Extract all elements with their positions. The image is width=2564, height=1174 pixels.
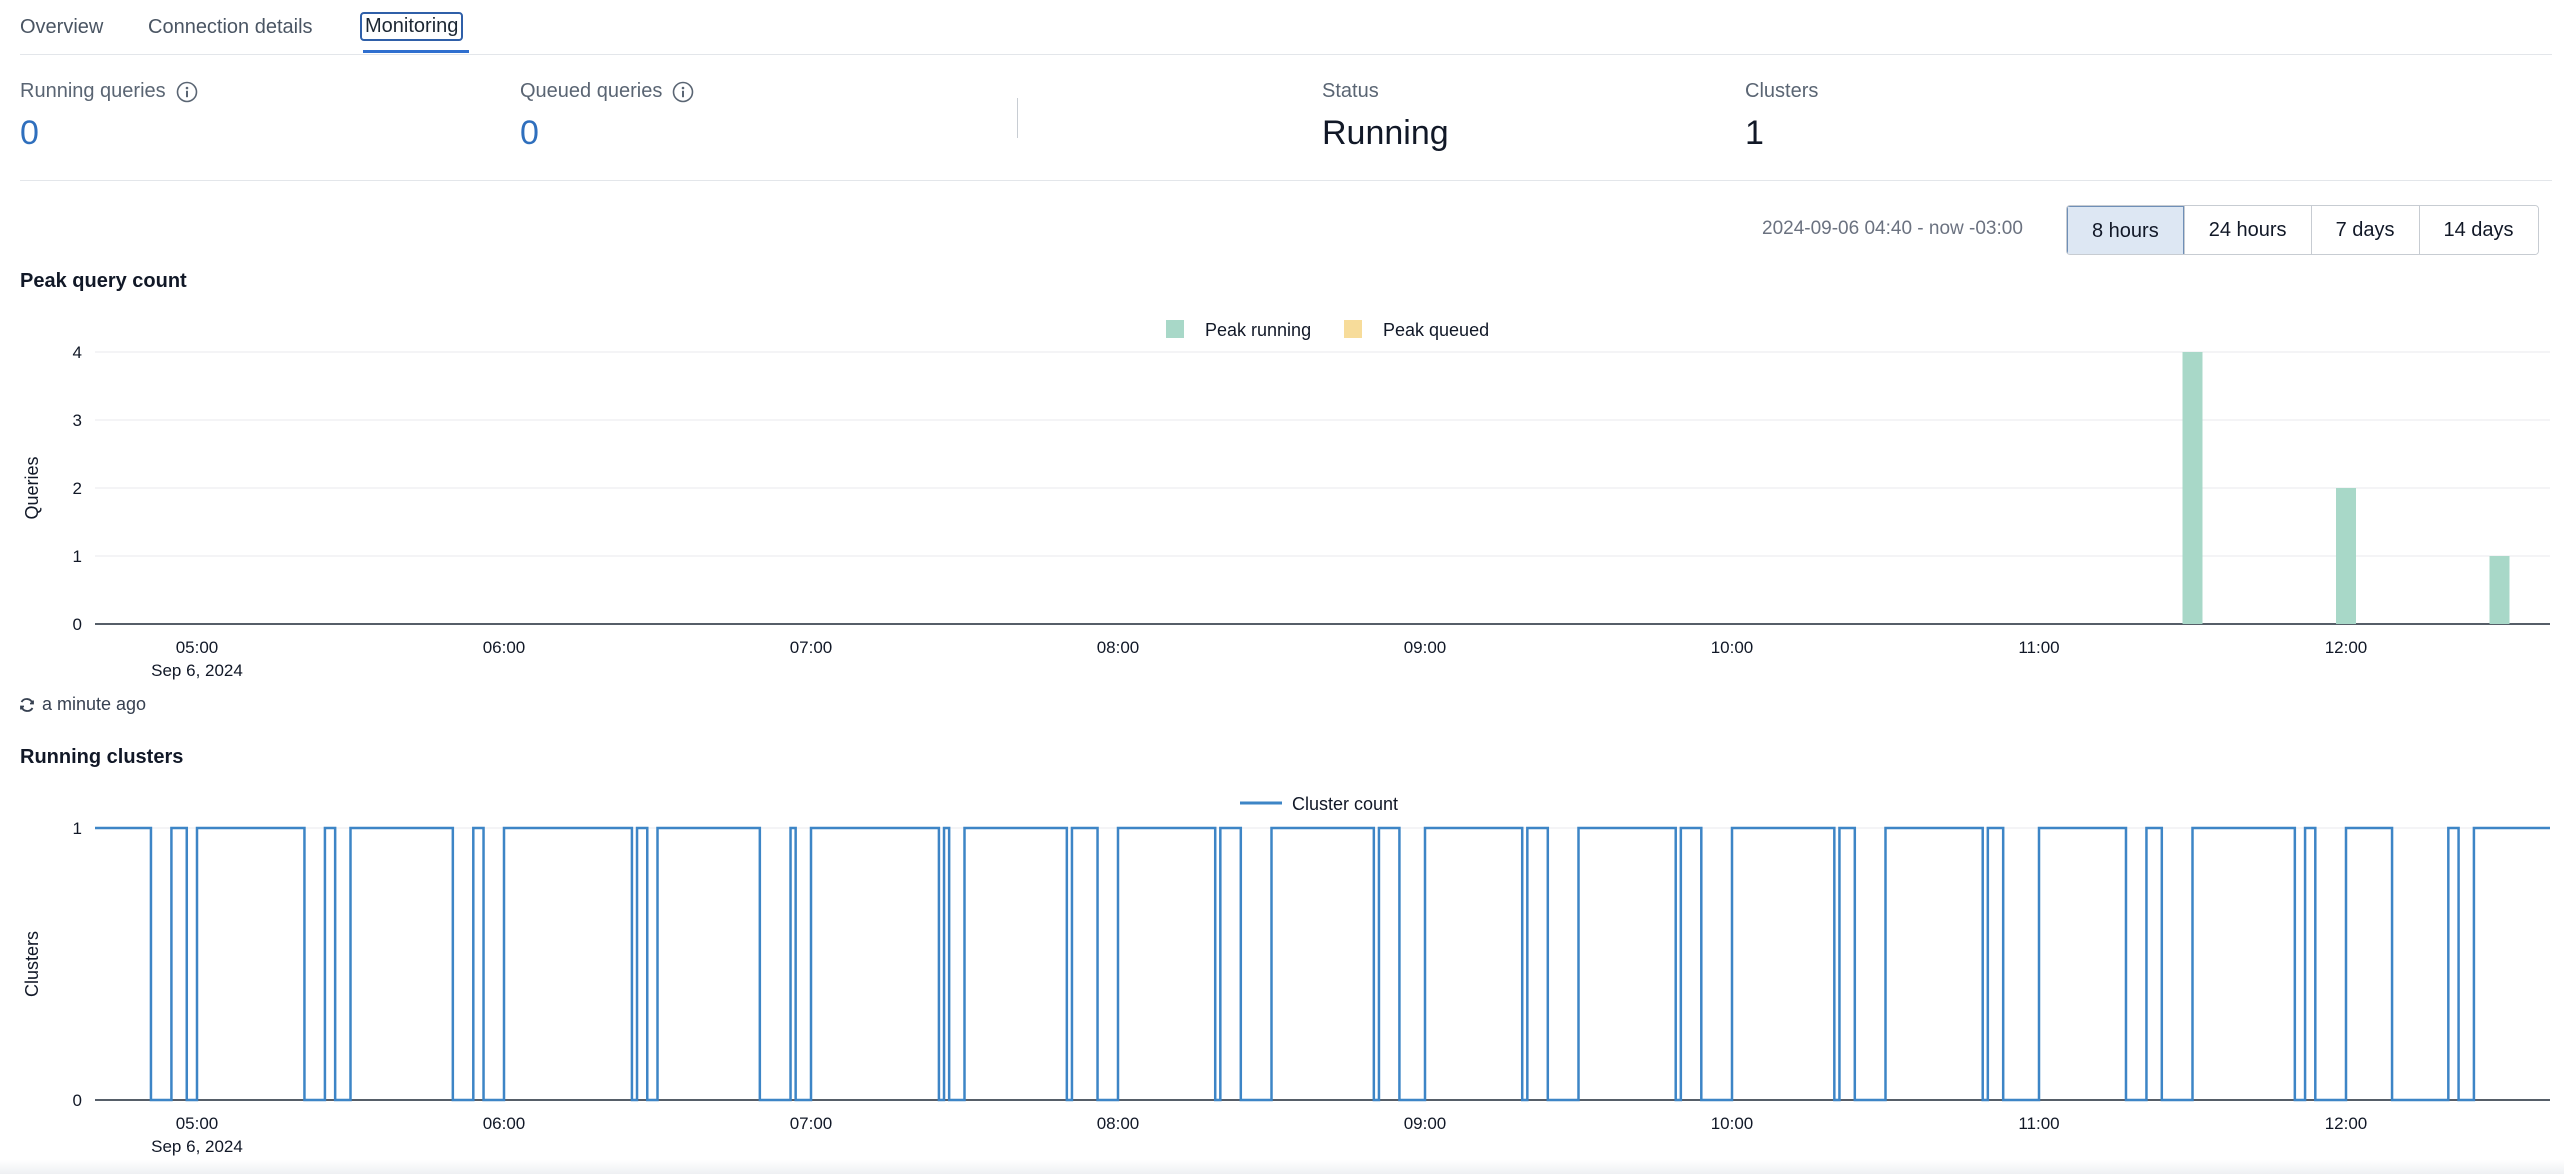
refresh-status[interactable]: a minute ago — [18, 694, 146, 715]
metric-running-queries: Running queries 0 — [20, 80, 198, 151]
time-range-selector: 8 hours 24 hours 7 days 14 days — [2066, 205, 2539, 255]
tab-connection-details[interactable]: Connection details — [148, 16, 313, 38]
x-tick-label: 09:00 — [1404, 1114, 1447, 1133]
metric-label: Status — [1322, 80, 1379, 102]
x-tick-label: 10:00 — [1711, 638, 1754, 657]
bar — [2336, 488, 2356, 624]
bottom-fade — [0, 1160, 2564, 1174]
bar — [2489, 556, 2510, 624]
refresh-icon — [20, 697, 34, 712]
x-tick-label: 12:00 — [2325, 638, 2368, 657]
y-tick-label: 0 — [73, 1091, 82, 1110]
y-tick-label: 1 — [73, 819, 82, 838]
active-tab-indicator — [363, 50, 469, 53]
metric-label: Queued queries — [520, 80, 663, 102]
running-clusters-title: Running clusters — [20, 746, 184, 768]
y-axis-label: Clusters — [22, 931, 42, 997]
divider — [1017, 98, 1018, 138]
clusters-value: 1 — [1745, 114, 1764, 152]
y-tick-label: 1 — [73, 547, 82, 566]
cluster-count-line — [95, 826, 2550, 1102]
bar — [2182, 352, 2203, 624]
x-tick-label: 07:00 — [790, 638, 833, 657]
x-tick-label: 09:00 — [1404, 638, 1447, 657]
info-icon[interactable] — [176, 81, 198, 103]
x-tick-label: 08:00 — [1097, 1114, 1140, 1133]
info-icon[interactable] — [672, 81, 694, 103]
peak-query-chart: 0 1 2 3 4 05:00 Sep 6, 2024 06:00 07:00 08:00 09:0… — [22, 320, 2550, 680]
x-tick-label: 11:00 — [2018, 638, 2059, 657]
legend-swatch — [1166, 320, 1184, 338]
legend-label: Cluster count — [1292, 794, 1398, 814]
legend-label: Peak queued — [1383, 320, 1489, 340]
metric-label: Running queries — [20, 80, 166, 102]
x-tick-label: 10:00 — [1711, 1114, 1754, 1133]
metric-label: Clusters — [1745, 80, 1819, 102]
x-tick-sublabel: Sep 6, 2024 — [151, 1137, 243, 1156]
legend-label: Peak running — [1205, 320, 1311, 340]
peak-query-count-title: Peak query count — [20, 270, 187, 292]
status-value: Running — [1322, 114, 1449, 152]
range-24-hours-button[interactable]: 24 hours — [2183, 206, 2311, 254]
refresh-text: a minute ago — [42, 694, 147, 714]
y-tick-label: 4 — [73, 343, 82, 362]
metric-value: 0 — [520, 114, 539, 152]
metric-queued-queries: Queued queries 0 — [520, 80, 694, 151]
range-7-days-button[interactable]: 7 days — [2310, 206, 2419, 254]
range-14-days-button[interactable]: 14 days — [2418, 206, 2538, 254]
x-tick-label: 05:00 — [176, 1114, 219, 1133]
tab-overview[interactable]: Overview — [20, 16, 104, 38]
running-clusters-chart: 0 1 05:00 Sep 6, 2024 06:00 07:00 08:00 09:00 10… — [22, 794, 2550, 1156]
y-tick-label: 2 — [73, 479, 82, 498]
tab-monitoring[interactable]: Monitoring — [360, 12, 464, 41]
x-tick-sublabel: Sep 6, 2024 — [151, 661, 243, 680]
x-tick-label: 11:00 — [2018, 1114, 2059, 1133]
x-tick-label: 06:00 — [483, 638, 526, 657]
x-tick-label: 08:00 — [1097, 638, 1140, 657]
y-tick-label: 0 — [73, 615, 82, 634]
y-tick-label: 3 — [73, 411, 82, 430]
metric-clusters: Clusters 1 — [1745, 80, 1818, 151]
x-tick-label: 06:00 — [483, 1114, 526, 1133]
metric-status: Status Running — [1322, 80, 1449, 151]
x-tick-label: 07:00 — [790, 1114, 833, 1133]
range-8-hours-button[interactable]: 8 hours — [2067, 206, 2184, 254]
tab-bar: Overview Connection details Monitoring — [20, 0, 2552, 55]
y-axis-label: Queries — [22, 456, 42, 519]
legend-swatch — [1344, 320, 1362, 338]
x-tick-label: 05:00 — [176, 638, 219, 657]
metrics-row: Running queries 0 Queued queries 0 Statu… — [20, 54, 2552, 181]
metric-value: 0 — [20, 114, 39, 152]
x-tick-label: 12:00 — [2325, 1114, 2368, 1133]
time-range-label: 2024-09-06 04:40 - now -03:00 — [1762, 218, 2023, 239]
